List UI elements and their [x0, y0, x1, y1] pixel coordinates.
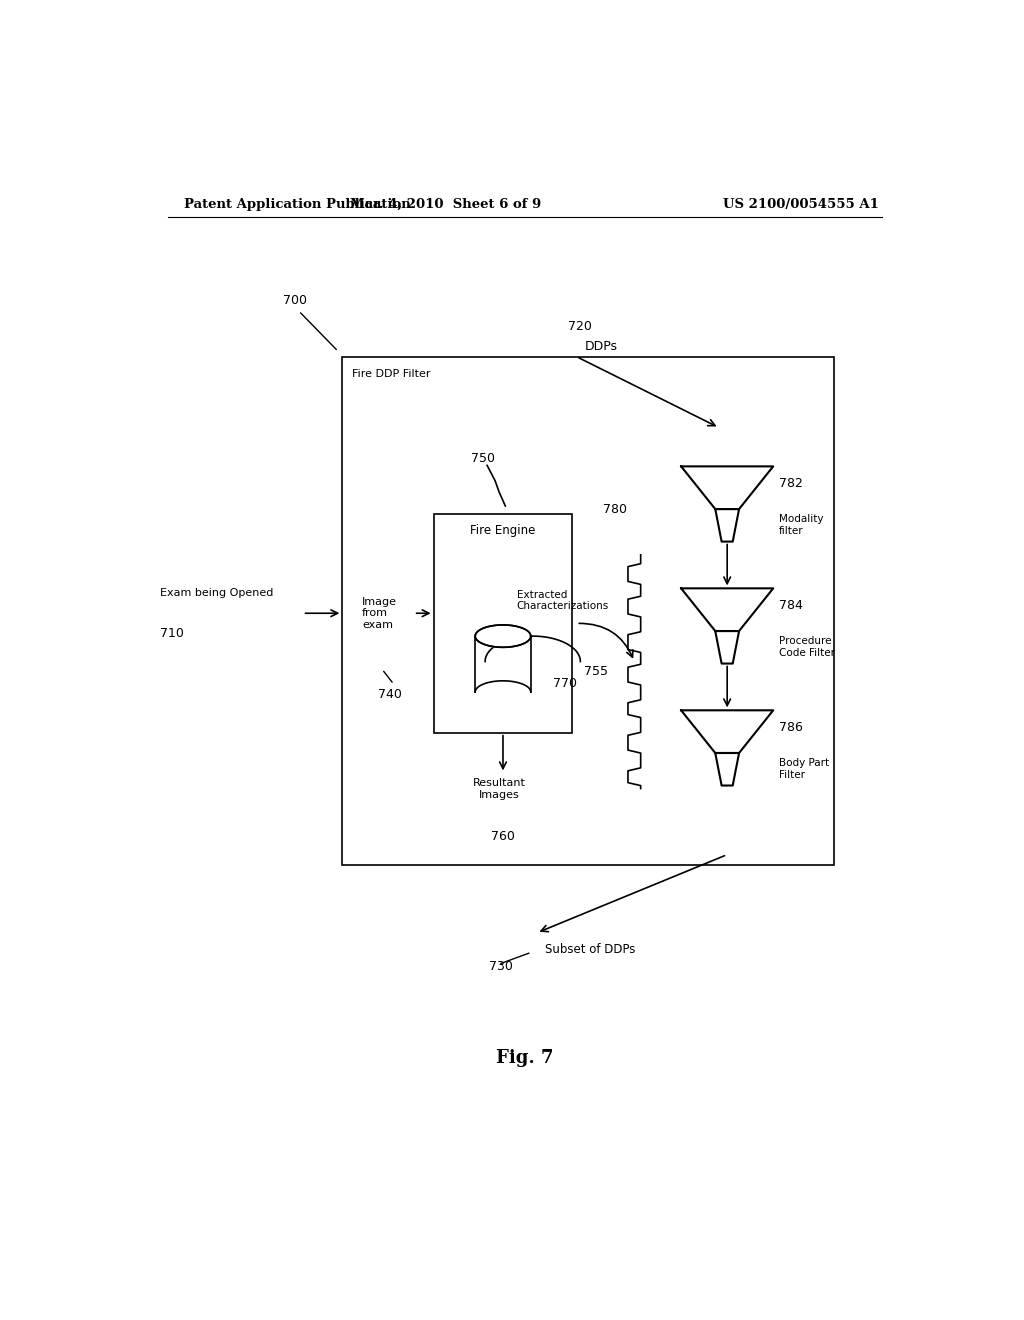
Polygon shape — [715, 631, 739, 664]
Text: 710: 710 — [160, 627, 183, 640]
Text: US 2100/0054555 A1: US 2100/0054555 A1 — [723, 198, 879, 211]
Text: Body Part
Filter: Body Part Filter — [779, 758, 828, 780]
Polygon shape — [475, 624, 530, 704]
Text: Resultant
Images: Resultant Images — [472, 779, 525, 800]
Text: 782: 782 — [779, 477, 803, 490]
Text: Image
from
exam: Image from exam — [362, 597, 397, 630]
Text: 760: 760 — [492, 830, 515, 843]
Polygon shape — [681, 466, 773, 510]
Bar — [342, 356, 835, 865]
Text: 786: 786 — [779, 721, 803, 734]
Text: 730: 730 — [489, 960, 513, 973]
Text: Fire DDP Filter: Fire DDP Filter — [352, 368, 430, 379]
Polygon shape — [475, 624, 530, 647]
Text: Exam being Opened: Exam being Opened — [160, 587, 273, 598]
Text: Mar. 4, 2010  Sheet 6 of 9: Mar. 4, 2010 Sheet 6 of 9 — [350, 198, 541, 211]
Text: Fire Engine: Fire Engine — [470, 524, 536, 537]
Text: Procedure
Code Filter: Procedure Code Filter — [779, 636, 835, 657]
Text: 755: 755 — [584, 665, 607, 678]
Polygon shape — [681, 589, 773, 631]
Polygon shape — [715, 510, 739, 541]
Text: 740: 740 — [378, 688, 401, 701]
Text: 750: 750 — [471, 451, 496, 465]
Text: 780: 780 — [602, 503, 627, 516]
Text: DDPs: DDPs — [585, 341, 617, 352]
Text: 770: 770 — [553, 677, 577, 690]
Text: Modality
filter: Modality filter — [779, 515, 823, 536]
Text: Subset of DDPs: Subset of DDPs — [545, 942, 635, 956]
Text: 720: 720 — [568, 319, 592, 333]
Text: 700: 700 — [283, 294, 307, 308]
Polygon shape — [715, 752, 739, 785]
Text: Extracted
Characterizations: Extracted Characterizations — [517, 590, 609, 611]
Bar — [433, 515, 572, 733]
Polygon shape — [681, 710, 773, 752]
Text: Patent Application Publication: Patent Application Publication — [183, 198, 411, 211]
Text: Fig. 7: Fig. 7 — [496, 1049, 554, 1067]
Text: 784: 784 — [779, 599, 803, 612]
